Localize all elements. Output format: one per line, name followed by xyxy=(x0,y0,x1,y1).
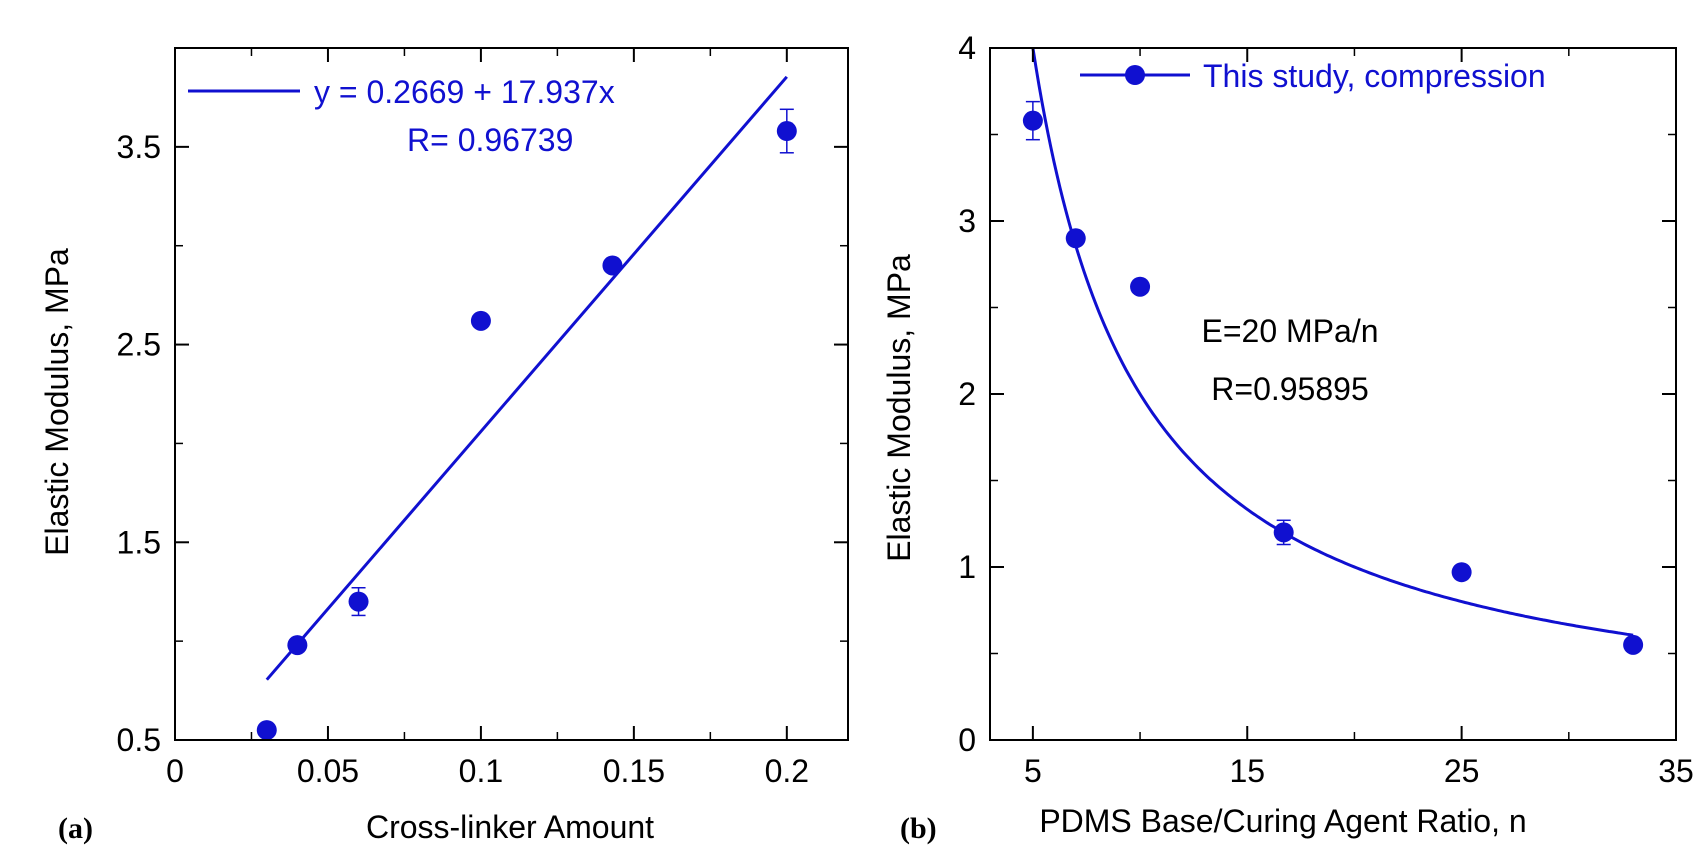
panel-b-data-points xyxy=(1022,100,1644,655)
x-tick-label: 0.15 xyxy=(603,753,665,789)
panel-a-data-points xyxy=(256,108,797,741)
panel-b-fit-equation: E=20 MPa/n xyxy=(1202,313,1379,349)
data-point xyxy=(1065,228,1086,249)
panel-a-y-axis-label: Elastic Modulus, MPa xyxy=(39,248,75,556)
x-tick-label: 0.1 xyxy=(459,753,503,789)
panel-b-label: (b) xyxy=(900,812,937,845)
y-tick-label: 0.5 xyxy=(117,722,161,758)
panel-a-fit-line xyxy=(265,75,788,681)
y-tick-label: 1.5 xyxy=(117,524,161,560)
panel-a-x-axis-label: Cross-linker Amount xyxy=(366,809,654,845)
data-point xyxy=(1451,562,1472,583)
x-tick-label: 5 xyxy=(1024,753,1042,789)
panel-b-y-axis-label: Elastic Modulus, MPa xyxy=(881,254,917,562)
panel-a-chart: 0 0.05 0.1 0.15 0.2 0.5 1.5 2.5 3.5 Cross-linker… xyxy=(39,47,849,845)
panel-a-plot-frame xyxy=(174,47,849,741)
panel-b-chart: 5 15 25 35 0 1 2 3 4 PDMS Base/Curing Agent Rati… xyxy=(881,30,1694,845)
y-tick-label: 2.5 xyxy=(117,327,161,363)
panel-a-ticks: 0 0.05 0.1 0.15 0.2 0.5 1.5 2.5 3.5 xyxy=(117,48,848,789)
panel-b-legend-entry: This study, compression xyxy=(1203,58,1546,94)
data-point xyxy=(1273,522,1294,543)
y-tick-label: 3.5 xyxy=(117,129,161,165)
x-tick-label: 25 xyxy=(1444,753,1480,789)
x-tick-label: 0 xyxy=(166,753,184,789)
y-tick-label: 0 xyxy=(958,722,976,758)
panel-a-fit-equation: y = 0.2669 + 17.937x xyxy=(314,74,615,110)
panel-b-fit-r-value: R=0.95895 xyxy=(1211,371,1368,407)
y-tick-label: 4 xyxy=(958,30,976,66)
x-tick-label: 0.2 xyxy=(765,753,809,789)
data-point xyxy=(348,591,369,612)
x-tick-label: 15 xyxy=(1229,753,1265,789)
data-point xyxy=(470,310,491,331)
x-tick-label: 35 xyxy=(1658,753,1694,789)
panel-b-x-axis-label: PDMS Base/Curing Agent Ratio, n xyxy=(1039,803,1526,839)
panel-b-ticks: 5 15 25 35 0 1 2 3 4 xyxy=(958,30,1694,789)
x-tick-label: 0.05 xyxy=(297,753,359,789)
y-tick-label: 3 xyxy=(958,203,976,239)
data-point xyxy=(256,720,277,741)
panel-b-legend-marker xyxy=(1125,65,1145,85)
data-point xyxy=(287,635,308,656)
data-point xyxy=(1623,634,1644,655)
panel-b-fit-curve xyxy=(1031,47,1634,637)
data-point xyxy=(1130,276,1151,297)
panel-a-fit-r-value: R= 0.96739 xyxy=(407,122,573,158)
fit-line xyxy=(1031,47,1634,637)
panel-a-label: (a) xyxy=(58,812,93,845)
y-tick-label: 1 xyxy=(958,549,976,585)
data-point xyxy=(1022,110,1043,131)
y-tick-label: 2 xyxy=(958,376,976,412)
data-point xyxy=(602,255,623,276)
data-point xyxy=(776,121,797,142)
fit-line xyxy=(265,75,788,681)
